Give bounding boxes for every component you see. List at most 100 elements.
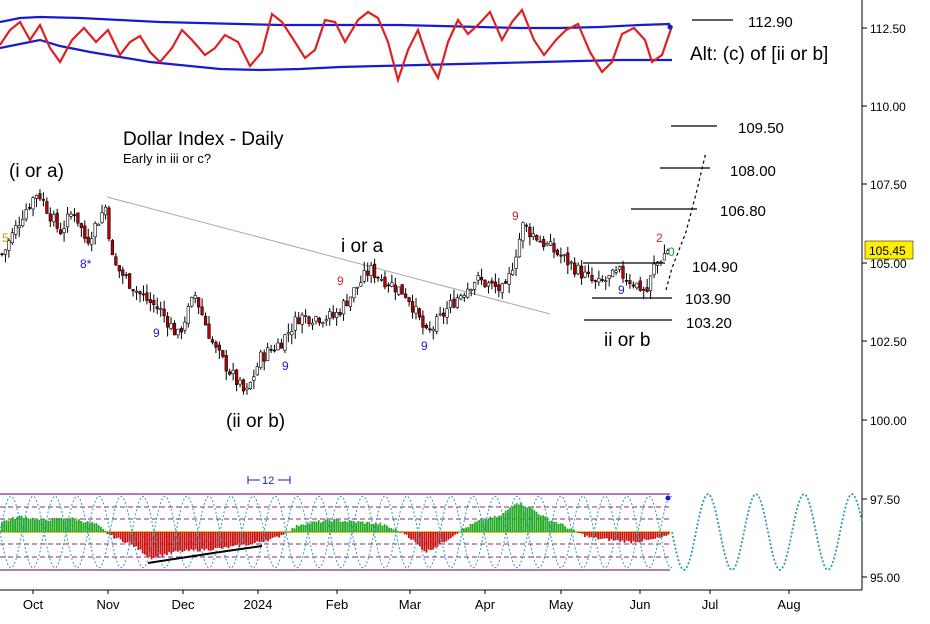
- histogram-bar: [557, 523, 560, 532]
- candle-body: [110, 240, 114, 256]
- histogram-bar: [163, 532, 166, 555]
- candle-body: [490, 280, 494, 284]
- histogram-bar: [601, 532, 604, 539]
- candle-body: [648, 275, 653, 292]
- candle-body: [7, 240, 11, 251]
- histogram-bar: [258, 532, 261, 543]
- histogram-bar: [236, 532, 239, 545]
- histogram-bar: [320, 522, 322, 532]
- histogram-bar: [381, 525, 384, 532]
- histogram-bar: [260, 532, 263, 542]
- cycle-wave-projection: [671, 492, 863, 572]
- histogram-bar: [665, 532, 668, 536]
- candle-body: [52, 214, 56, 223]
- histogram-bar: [179, 532, 181, 551]
- histogram-bar: [69, 518, 71, 532]
- histogram-bar: [634, 532, 637, 543]
- histogram-bar: [115, 532, 118, 539]
- histogram-bar: [617, 532, 619, 540]
- wave-label-ii-or-b: ii or b: [604, 330, 650, 351]
- candle-body: [362, 270, 366, 282]
- candle-body: [252, 376, 256, 381]
- histogram-bar: [304, 524, 307, 532]
- histogram-bar: [410, 532, 412, 540]
- histogram-bar: [196, 532, 199, 552]
- histogram-bar: [73, 518, 76, 532]
- histogram-bar: [234, 532, 236, 546]
- histogram-bar: [111, 532, 113, 535]
- candle-body: [517, 238, 522, 258]
- candle-body: [359, 282, 363, 287]
- histogram-bar: [265, 532, 267, 541]
- histogram-bar: [346, 521, 349, 532]
- candle-body: [655, 261, 660, 266]
- candle-body: [642, 288, 646, 291]
- histogram-bar: [291, 527, 294, 532]
- candle-body: [621, 265, 625, 279]
- candle-body: [555, 249, 560, 255]
- histogram-bar: [463, 528, 465, 532]
- histogram-bar: [379, 522, 382, 532]
- candle-body: [535, 235, 539, 241]
- histogram-bar: [14, 518, 16, 532]
- x-axis: Oct Nov Dec 2024 Feb Mar Apr May Jun Jul…: [23, 590, 801, 612]
- histogram-bar: [632, 532, 635, 542]
- histogram-bar: [548, 521, 551, 532]
- histogram-bar: [564, 526, 566, 532]
- histogram-bar: [511, 506, 514, 532]
- histogram-bar: [47, 520, 49, 532]
- histogram-bar: [144, 532, 146, 555]
- histogram-bar: [502, 512, 505, 532]
- histogram-bar: [311, 521, 313, 532]
- histogram-bar: [29, 518, 32, 532]
- histogram-bar: [436, 532, 439, 547]
- candle-body: [79, 223, 83, 228]
- histogram-bar: [192, 532, 195, 551]
- histogram-bar: [100, 526, 102, 532]
- histogram-bar: [269, 532, 272, 540]
- candle-body: [152, 300, 156, 306]
- top-oscillator-panel: [0, 7, 674, 84]
- histogram: [1, 502, 670, 560]
- y-tick-label: 97.50: [870, 493, 900, 507]
- histogram-bar: [317, 520, 320, 532]
- candle-body: [279, 342, 284, 349]
- histogram-bar: [326, 519, 329, 532]
- histogram-bar: [465, 527, 467, 532]
- histogram-bar: [36, 518, 38, 532]
- candle-body: [48, 213, 52, 222]
- candle-body: [276, 342, 280, 351]
- histogram-bar: [328, 520, 331, 532]
- histogram-bar: [507, 509, 509, 532]
- histogram-bar: [295, 525, 298, 532]
- y-tick-label: 110.00: [870, 100, 906, 114]
- candle-body: [221, 350, 225, 357]
- candle-body: [600, 279, 604, 281]
- histogram-bar: [476, 521, 478, 532]
- histogram-bar: [71, 517, 74, 532]
- candle-body: [611, 269, 615, 278]
- histogram-bar: [509, 507, 511, 532]
- histogram-bar: [9, 518, 12, 532]
- histogram-bar: [56, 517, 58, 532]
- histogram-bar: [553, 521, 555, 532]
- histogram-bar: [654, 532, 657, 539]
- y-axis: 112.50 110.00 107.50 105.00 102.50 100.0…: [862, 22, 914, 585]
- histogram-bar: [427, 532, 430, 550]
- x-tick-label: Jul: [702, 597, 719, 612]
- candle-body: [176, 328, 180, 336]
- histogram-bar: [168, 532, 170, 553]
- histogram-bar: [190, 532, 192, 550]
- candle-body: [376, 276, 380, 279]
- histogram-bar: [227, 532, 230, 549]
- level-label-103-90: 103.90: [685, 291, 731, 308]
- histogram-bar: [34, 519, 36, 532]
- candle-body: [614, 270, 618, 273]
- histogram-bar: [619, 532, 621, 542]
- histogram-bar: [91, 522, 93, 532]
- candle-body: [141, 293, 146, 296]
- histogram-bar: [370, 524, 373, 532]
- histogram-bar: [205, 532, 208, 549]
- histogram-bar: [161, 532, 164, 557]
- histogram-bar: [256, 532, 258, 542]
